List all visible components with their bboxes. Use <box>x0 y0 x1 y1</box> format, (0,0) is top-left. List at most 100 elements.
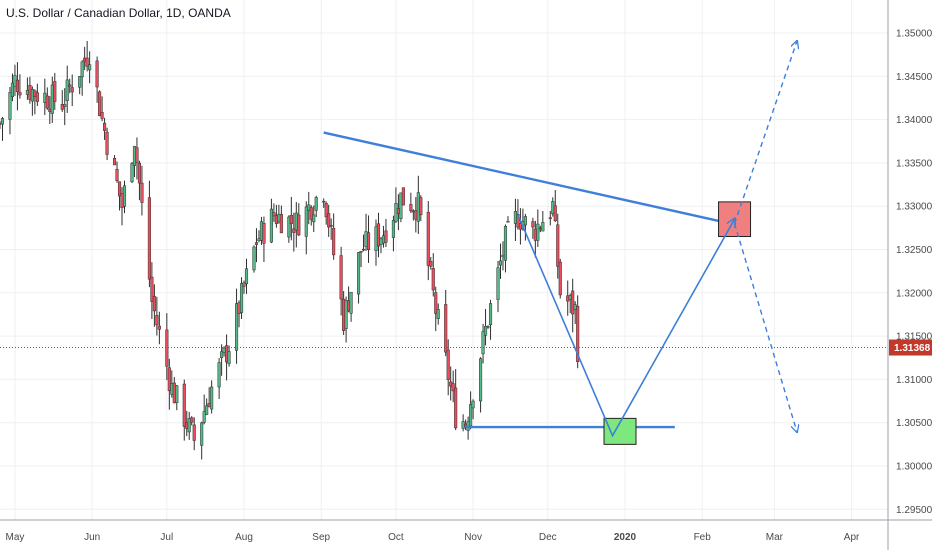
candle-up <box>461 421 465 429</box>
candle-up <box>349 291 353 314</box>
x-tick-label: Apr <box>844 532 860 543</box>
candle-down <box>185 422 189 429</box>
candle-down <box>414 210 418 220</box>
candle-up <box>220 351 224 359</box>
last-price-tag-text: 1.31368 <box>894 343 931 354</box>
y-tick-label: 1.34000 <box>896 115 932 126</box>
candle-down <box>68 84 72 87</box>
candle-down <box>553 205 557 221</box>
x-tick-label: May <box>5 532 24 543</box>
candle-down <box>409 204 413 212</box>
candle-up <box>551 201 555 215</box>
candle-up <box>88 64 92 71</box>
trendline <box>323 131 750 230</box>
candle-up <box>501 254 505 258</box>
candle-down <box>172 382 176 404</box>
candle-down <box>103 122 107 131</box>
candle-up <box>187 418 191 433</box>
x-tick-label: Dec <box>539 532 557 543</box>
candle-up <box>80 61 84 78</box>
candle-up <box>496 267 500 300</box>
candle-up <box>391 220 395 238</box>
candle-down <box>538 227 542 230</box>
candle-down <box>35 92 39 102</box>
candle-down <box>15 79 19 93</box>
candle-down <box>48 108 52 112</box>
candle-up <box>513 211 517 224</box>
y-tick-label: 1.30500 <box>896 418 932 429</box>
x-tick-label: Jun <box>84 532 100 543</box>
candle-down <box>137 162 141 184</box>
candle-up <box>43 92 47 103</box>
candle-down <box>274 215 278 224</box>
candle-down <box>262 222 266 244</box>
candle-up <box>399 192 403 219</box>
candle-up <box>481 331 485 355</box>
candle-down <box>289 214 293 224</box>
annotations: 1.31368 <box>0 42 932 445</box>
candle-down <box>120 193 124 208</box>
x-tick-label: Feb <box>694 532 712 543</box>
chart-title: U.S. Dollar / Canadian Dollar, 1D, OANDA <box>6 6 231 20</box>
candle-up <box>217 362 221 388</box>
candle-up <box>304 206 308 237</box>
y-tick-label: 1.35000 <box>896 29 932 40</box>
candle-down <box>361 248 366 251</box>
y-tick-label: 1.34500 <box>896 72 932 83</box>
candle-up <box>277 213 281 223</box>
candle-up <box>30 89 34 102</box>
candle-up <box>484 326 488 336</box>
candle-up <box>307 204 311 211</box>
candle-up <box>344 300 348 329</box>
candle-up <box>122 185 127 207</box>
candle-down <box>182 383 186 427</box>
candle-down <box>105 131 109 155</box>
candle-down <box>100 112 104 119</box>
candle-up <box>50 84 54 114</box>
candle-up <box>210 386 214 410</box>
candle-down <box>429 261 433 267</box>
x-tick-label: Sep <box>312 532 330 543</box>
candle-down <box>207 403 211 408</box>
candle-down <box>576 306 580 363</box>
candle-down <box>60 104 64 110</box>
candle-down <box>85 57 89 67</box>
candle-down <box>70 87 74 93</box>
candle-up <box>416 192 420 222</box>
candle-down <box>83 57 87 62</box>
x-tick-label: Mar <box>766 532 784 543</box>
candle-up <box>374 226 378 251</box>
candle-up <box>469 404 473 427</box>
y-tick-label: 1.33000 <box>896 202 932 213</box>
y-tick-label: 1.32500 <box>896 245 932 256</box>
candle-down <box>190 417 194 423</box>
candle-up <box>175 385 179 404</box>
candle-up <box>10 82 14 98</box>
candle-down <box>571 290 575 315</box>
candle-down <box>434 292 438 314</box>
candle-up <box>394 203 398 222</box>
candle-down <box>342 298 346 331</box>
y-tick-label: 1.31000 <box>896 375 932 386</box>
candle-down <box>411 210 415 213</box>
candle-down <box>431 268 435 291</box>
candle-down <box>531 221 535 228</box>
candle-up <box>63 104 67 107</box>
candle-up <box>65 79 69 102</box>
candle-down <box>366 232 371 250</box>
candle-up <box>364 231 368 247</box>
candle-up <box>471 400 475 409</box>
candle-down <box>192 424 196 441</box>
candle-down <box>152 296 156 312</box>
candle-up <box>498 260 503 266</box>
candle-down <box>237 302 241 314</box>
candle-down <box>33 90 37 97</box>
grid <box>0 0 888 520</box>
y-tick-label: 1.30000 <box>896 462 932 473</box>
x-tick-label: Nov <box>464 532 482 543</box>
candle-up <box>523 216 527 226</box>
candle-down <box>147 197 151 280</box>
candle-down <box>45 95 49 109</box>
x-tick-label: 2020 <box>614 532 637 543</box>
